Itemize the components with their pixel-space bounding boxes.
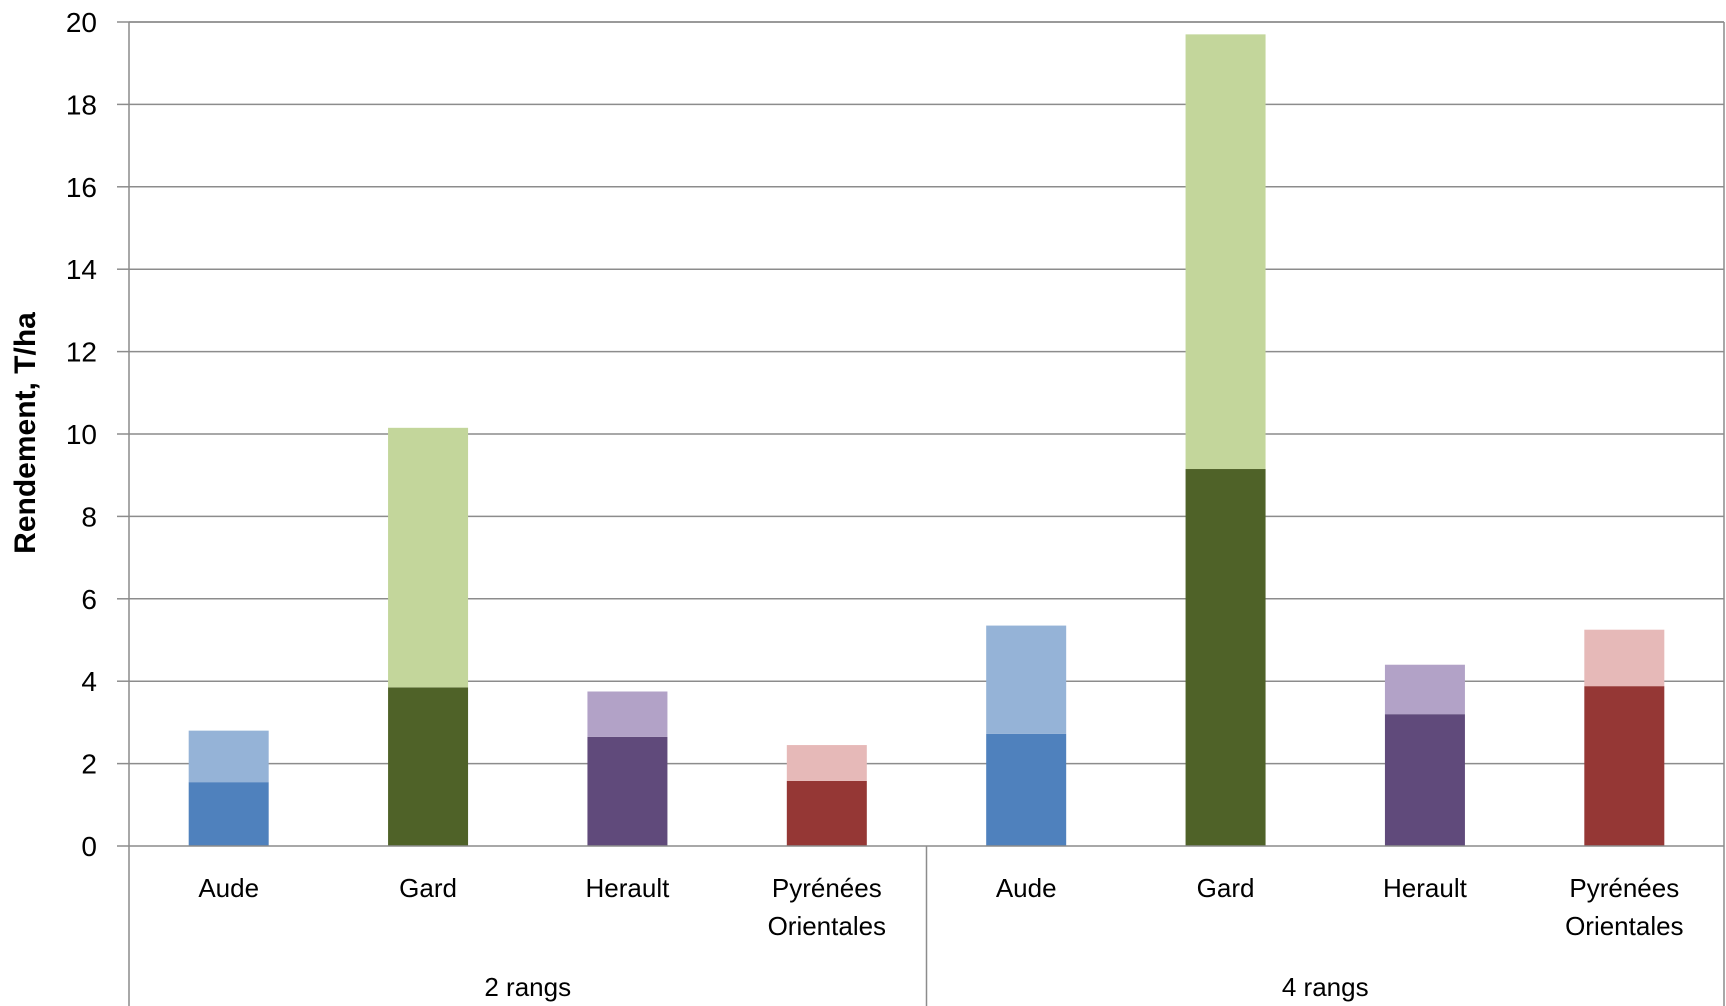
y-tick-label: 10: [66, 419, 97, 450]
bar-segment-upper: [1584, 629, 1665, 687]
bar-segment-upper: [188, 730, 269, 783]
y-tick-label: 6: [81, 584, 97, 615]
x-category-label: Aude: [996, 873, 1057, 903]
bar-segment-upper: [986, 625, 1067, 734]
x-category-labels: Aude Gard Herault Pyrénées Orientales Aude Gar…: [198, 873, 1683, 941]
bar-segment-lower: [1384, 714, 1465, 846]
y-tick-label: 12: [66, 337, 97, 368]
bar-segment-upper: [388, 427, 469, 688]
x-group-label: 2 rangs: [484, 972, 571, 1002]
x-category-label: Pyrénées: [1569, 873, 1679, 903]
y-tick-label: 4: [81, 666, 97, 697]
x-group-labels: 2 rangs 4 rangs: [484, 972, 1368, 1002]
x-category-label: Orientales: [1565, 911, 1684, 941]
bar-segment-upper: [786, 745, 867, 781]
x-category-label: Herault: [586, 873, 671, 903]
bar-segment-upper: [1384, 664, 1465, 715]
y-tick-label: 16: [66, 172, 97, 203]
bar-segment-lower: [786, 780, 867, 846]
x-group-label: 4 rangs: [1282, 972, 1369, 1002]
y-tick-label: 18: [66, 89, 97, 120]
bar-segment-upper: [587, 691, 668, 737]
x-category-label: Aude: [198, 873, 259, 903]
axes: [117, 21, 1725, 1006]
y-tick-label: 20: [66, 7, 97, 38]
bar-segment-upper: [1185, 34, 1266, 470]
y-tick-labels: 0 2 4 6 8 10 12 14 16 18 20: [66, 7, 97, 862]
y-axis-label: Rendement, T/ha: [9, 312, 42, 554]
bar-segment-lower: [986, 733, 1067, 846]
bar-segment-lower: [587, 736, 668, 846]
bar-segment-lower: [1584, 686, 1665, 846]
bars: [188, 34, 1665, 846]
bar-segment-lower: [1185, 469, 1266, 846]
y-tick-label: 2: [81, 749, 97, 780]
x-category-label: Gard: [1197, 873, 1255, 903]
bar-segment-lower: [388, 687, 469, 846]
x-category-label: Gard: [399, 873, 457, 903]
x-category-label: Orientales: [768, 911, 887, 941]
y-tick-label: 8: [81, 501, 97, 532]
x-category-label: Pyrénées: [772, 873, 882, 903]
y-tick-label: 14: [66, 254, 97, 285]
y-tick-label: 0: [81, 831, 97, 862]
x-category-label: Herault: [1383, 873, 1468, 903]
bar-segment-lower: [188, 782, 269, 846]
gridlines: [129, 21, 1724, 765]
